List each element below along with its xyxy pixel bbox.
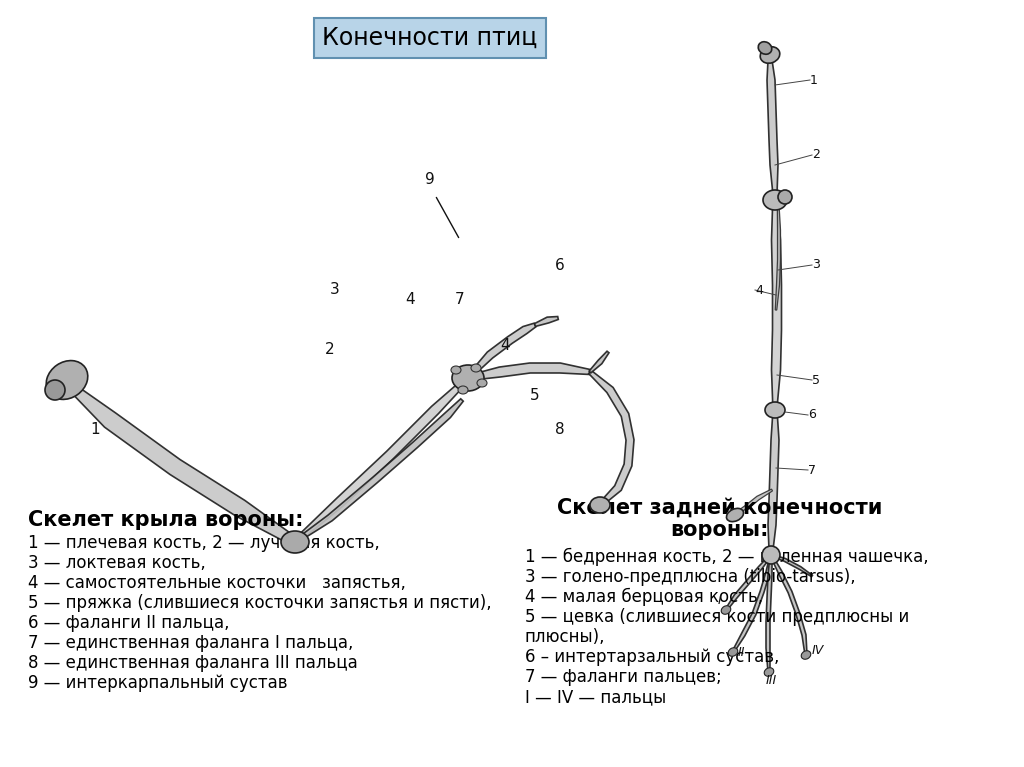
Ellipse shape bbox=[451, 366, 461, 374]
Text: 9: 9 bbox=[425, 173, 435, 187]
Ellipse shape bbox=[458, 386, 468, 394]
Text: II: II bbox=[738, 646, 745, 659]
Circle shape bbox=[762, 546, 780, 564]
Circle shape bbox=[778, 190, 792, 204]
Ellipse shape bbox=[758, 41, 772, 54]
Text: 8 — единственная фаланга III пальца: 8 — единственная фаланга III пальца bbox=[28, 654, 357, 672]
Text: 3: 3 bbox=[812, 258, 820, 272]
Polygon shape bbox=[770, 555, 807, 655]
Text: вороны:: вороны: bbox=[671, 520, 769, 540]
Ellipse shape bbox=[590, 497, 610, 513]
Ellipse shape bbox=[764, 668, 774, 676]
Ellipse shape bbox=[726, 509, 743, 522]
Ellipse shape bbox=[471, 364, 481, 372]
Polygon shape bbox=[737, 489, 772, 513]
Text: Конечности птиц: Конечности птиц bbox=[323, 26, 538, 50]
Ellipse shape bbox=[760, 47, 780, 63]
Ellipse shape bbox=[763, 190, 787, 210]
Text: I — IV — пальцы: I — IV — пальцы bbox=[525, 688, 667, 706]
Polygon shape bbox=[771, 200, 781, 405]
Text: 7: 7 bbox=[456, 292, 465, 308]
Text: Скелет крыла вороны:: Скелет крыла вороны: bbox=[28, 510, 303, 530]
Text: 4: 4 bbox=[406, 292, 415, 308]
Polygon shape bbox=[467, 323, 536, 380]
Text: 5: 5 bbox=[530, 387, 540, 403]
Polygon shape bbox=[766, 555, 772, 672]
Polygon shape bbox=[732, 555, 772, 653]
Text: 5 — пряжка (слившиеся косточки запястья и пясти),: 5 — пряжка (слившиеся косточки запястья … bbox=[28, 594, 492, 612]
Ellipse shape bbox=[728, 647, 737, 657]
Text: 5: 5 bbox=[812, 374, 820, 387]
Text: 3 — голено-предплюсна (tibio-tarsus),: 3 — голено-предплюсна (tibio-tarsus), bbox=[525, 568, 856, 586]
Polygon shape bbox=[589, 370, 634, 506]
Ellipse shape bbox=[765, 402, 785, 418]
Text: 5 — цевка (слившиеся кости предплюсны и: 5 — цевка (слившиеся кости предплюсны и bbox=[525, 608, 909, 626]
Polygon shape bbox=[294, 399, 463, 544]
Polygon shape bbox=[725, 555, 772, 611]
Text: 2: 2 bbox=[812, 149, 820, 162]
Text: IV: IV bbox=[812, 644, 824, 657]
Text: 7 — единственная фаланга I пальца,: 7 — единственная фаланга I пальца, bbox=[28, 634, 353, 652]
Polygon shape bbox=[535, 317, 558, 327]
Text: 9 — интеркарпальный сустав: 9 — интеркарпальный сустав bbox=[28, 674, 288, 692]
Text: плюсны),: плюсны), bbox=[525, 628, 605, 646]
Text: 3: 3 bbox=[330, 282, 340, 298]
Text: 6 — фаланги II пальца,: 6 — фаланги II пальца, bbox=[28, 614, 229, 632]
Polygon shape bbox=[767, 60, 778, 195]
Ellipse shape bbox=[452, 365, 484, 391]
Polygon shape bbox=[72, 387, 297, 546]
Text: 4: 4 bbox=[755, 284, 763, 297]
Text: 1: 1 bbox=[90, 423, 99, 437]
Text: 4 — самостоятельные косточки   запястья,: 4 — самостоятельные косточки запястья, bbox=[28, 574, 406, 592]
Text: 6: 6 bbox=[808, 409, 816, 422]
Text: 1: 1 bbox=[810, 74, 818, 87]
Text: 6: 6 bbox=[555, 258, 565, 272]
Polygon shape bbox=[468, 363, 590, 380]
Ellipse shape bbox=[801, 650, 811, 660]
Text: 6 – интертарзальный сустав,: 6 – интертарзальный сустав, bbox=[525, 648, 779, 666]
Polygon shape bbox=[771, 555, 812, 577]
Polygon shape bbox=[589, 351, 609, 373]
Text: 1 — бедренная кость, 2 — коленная чашечка,: 1 — бедренная кость, 2 — коленная чашечк… bbox=[525, 548, 929, 566]
Text: 7 — фаланги пальцев;: 7 — фаланги пальцев; bbox=[525, 668, 722, 686]
Text: 2: 2 bbox=[326, 343, 335, 357]
Polygon shape bbox=[775, 200, 780, 310]
Text: III: III bbox=[766, 673, 777, 686]
Text: 1 — плечевая кость, 2 — лучевая кость,: 1 — плечевая кость, 2 — лучевая кость, bbox=[28, 534, 380, 552]
Text: 8: 8 bbox=[555, 423, 565, 437]
Polygon shape bbox=[768, 410, 779, 550]
Polygon shape bbox=[293, 376, 470, 544]
Text: I: I bbox=[718, 594, 722, 607]
Text: 7: 7 bbox=[808, 463, 816, 476]
Text: 4: 4 bbox=[500, 337, 510, 353]
Ellipse shape bbox=[46, 360, 88, 400]
Text: 3 — локтевая кость,: 3 — локтевая кость, bbox=[28, 554, 206, 572]
Ellipse shape bbox=[477, 379, 487, 387]
Ellipse shape bbox=[721, 606, 731, 614]
Circle shape bbox=[45, 380, 65, 400]
Text: 4 — малая берцовая кость,: 4 — малая берцовая кость, bbox=[525, 588, 763, 606]
Ellipse shape bbox=[281, 531, 309, 553]
Text: Скелет задней конечности: Скелет задней конечности bbox=[557, 498, 883, 518]
